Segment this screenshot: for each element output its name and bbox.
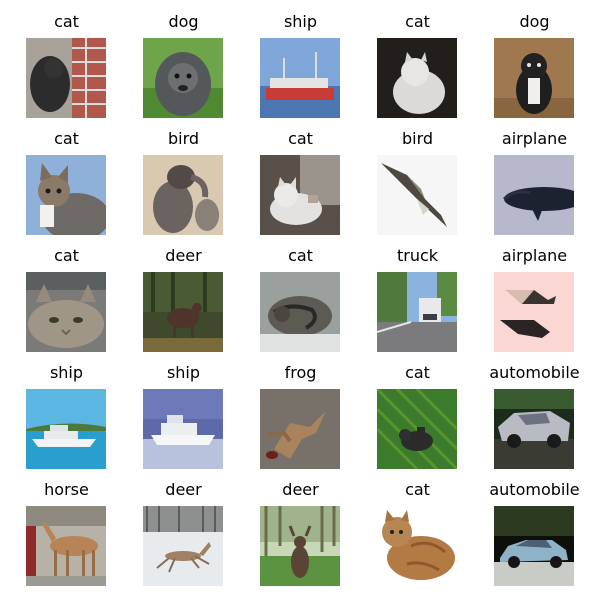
grid-cell: deer — [242, 470, 359, 587]
grid-cell: automobile — [476, 470, 593, 587]
image-thumbnail — [260, 506, 340, 586]
image-thumbnail — [26, 389, 106, 469]
grid-cell: frog — [242, 353, 359, 470]
image-thumbnail — [260, 389, 340, 469]
image-thumbnail — [26, 38, 106, 118]
image-thumbnail — [26, 506, 106, 586]
grid-cell: bird — [359, 119, 476, 236]
image-label: cat — [54, 246, 79, 265]
image-label: ship — [49, 363, 84, 382]
image-label: automobile — [489, 480, 580, 499]
image-label: cat — [405, 363, 430, 382]
grid-cell: cat — [359, 353, 476, 470]
image-thumbnail — [26, 155, 106, 235]
image-label: bird — [167, 129, 200, 148]
image-thumbnail — [260, 272, 340, 352]
grid-cell: deer — [125, 470, 242, 587]
image-thumbnail — [377, 155, 457, 235]
image-thumbnail — [143, 272, 223, 352]
image-label: dog — [168, 12, 199, 31]
image-label: frog — [284, 363, 317, 382]
image-label: ship — [283, 12, 318, 31]
grid-cell: cat — [8, 119, 125, 236]
image-thumbnail — [494, 155, 574, 235]
image-thumbnail — [494, 38, 574, 118]
grid-cell: airplane — [476, 119, 593, 236]
image-thumbnail — [377, 38, 457, 118]
grid-cell: cat — [8, 2, 125, 119]
grid-cell: cat — [242, 119, 359, 236]
grid-cell: horse — [8, 470, 125, 587]
grid-cell: dog — [476, 2, 593, 119]
image-thumbnail — [260, 155, 340, 235]
image-label: airplane — [501, 246, 568, 265]
grid-cell: cat — [242, 236, 359, 353]
grid-cell: airplane — [476, 236, 593, 353]
image-label: airplane — [501, 129, 568, 148]
image-thumbnail — [494, 389, 574, 469]
image-label: cat — [54, 12, 79, 31]
grid-cell: automobile — [476, 353, 593, 470]
grid-cell: cat — [359, 470, 476, 587]
image-label: cat — [54, 129, 79, 148]
image-label: deer — [165, 246, 202, 265]
grid-cell: ship — [8, 353, 125, 470]
image-thumbnail — [494, 506, 574, 586]
image-label: bird — [401, 129, 434, 148]
image-label: cat — [288, 246, 313, 265]
grid-cell: cat — [359, 2, 476, 119]
image-label: cat — [405, 480, 430, 499]
image-label: deer — [165, 480, 202, 499]
image-label: ship — [166, 363, 201, 382]
image-thumbnail — [260, 38, 340, 118]
image-label: deer — [282, 480, 319, 499]
image-label: cat — [288, 129, 313, 148]
image-thumbnail — [143, 38, 223, 118]
image-label: automobile — [489, 363, 580, 382]
grid-cell: truck — [359, 236, 476, 353]
grid-cell: dog — [125, 2, 242, 119]
grid-cell: ship — [125, 353, 242, 470]
image-label: horse — [44, 480, 89, 499]
image-thumbnail — [143, 155, 223, 235]
image-thumbnail — [377, 389, 457, 469]
image-label: truck — [396, 246, 439, 265]
grid-cell: deer — [125, 236, 242, 353]
grid-cell: bird — [125, 119, 242, 236]
image-thumbnail — [494, 272, 574, 352]
image-label: cat — [405, 12, 430, 31]
image-thumbnail — [377, 506, 457, 586]
image-thumbnail — [143, 389, 223, 469]
image-label: dog — [519, 12, 550, 31]
image-thumbnail — [26, 272, 106, 352]
grid-cell: ship — [242, 2, 359, 119]
image-thumbnail — [377, 272, 457, 352]
grid-cell: cat — [8, 236, 125, 353]
image-thumbnail — [143, 506, 223, 586]
